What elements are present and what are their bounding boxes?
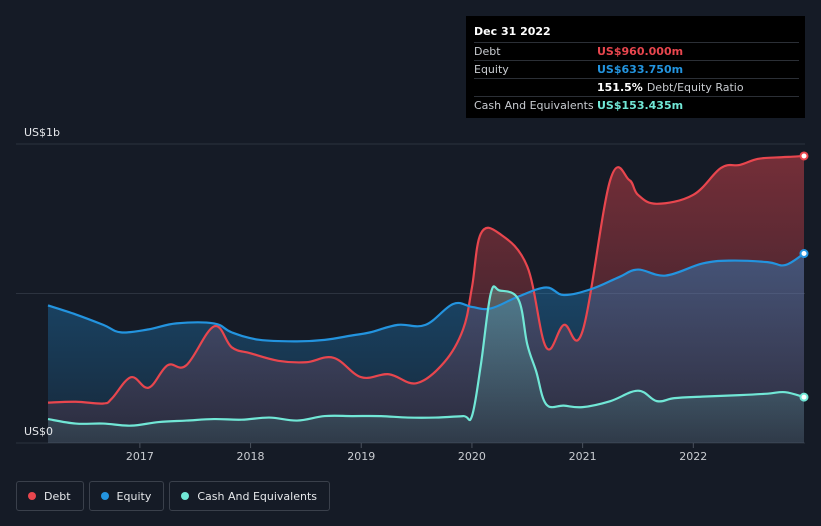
cash-end-marker bbox=[799, 392, 809, 402]
series-end-markers bbox=[799, 151, 809, 402]
y-axis-bottom-label: US$0 bbox=[24, 425, 54, 438]
x-tick-label-2020: 2020 bbox=[458, 450, 486, 463]
chart-legend: Debt Equity Cash And Equivalents bbox=[16, 481, 330, 511]
equity-line bbox=[47, 252, 805, 343]
x-tick-label-2019: 2019 bbox=[347, 450, 375, 463]
debt-dot-icon bbox=[28, 492, 36, 500]
debt-line bbox=[47, 154, 805, 405]
cash-line bbox=[47, 285, 805, 427]
tooltip-cash-value: US$153.435m bbox=[597, 99, 684, 112]
cash-dot-icon bbox=[181, 492, 190, 500]
equity-area bbox=[48, 253, 804, 443]
cash-area bbox=[48, 286, 804, 443]
tooltip-ratio-label: Debt/Equity Ratio bbox=[646, 81, 744, 94]
tooltip-panel: Dec 31 2022 Debt US$960.000m Equity US$6… bbox=[466, 16, 805, 118]
x-tick-label-2021: 2021 bbox=[569, 450, 597, 463]
x-axis-ticks: 2017 2018 2019 2020 2021 2022 bbox=[126, 443, 707, 463]
legend-debt-label: Debt bbox=[44, 489, 71, 503]
tooltip-row-equity: Equity US$633.750m bbox=[474, 60, 799, 78]
x-tick-label-2022: 2022 bbox=[679, 450, 707, 463]
x-tick-label-2017: 2017 bbox=[126, 450, 154, 463]
y-axis-top-label: US$1b bbox=[24, 126, 61, 139]
equity-end-marker bbox=[799, 249, 809, 259]
equity-dot-icon bbox=[100, 492, 109, 500]
tooltip-ratio-value: 151.5% bbox=[597, 81, 643, 94]
tooltip-cash-label: Cash And Equivalents bbox=[474, 99, 594, 112]
tooltip-equity-value: US$633.750m bbox=[597, 63, 684, 76]
tooltip-row-ratio: 151.5% Debt/Equity Ratio bbox=[474, 78, 799, 96]
legend-item-cash[interactable]: Cash And Equivalents bbox=[169, 481, 330, 511]
tooltip-row-debt: Debt US$960.000m bbox=[474, 42, 799, 60]
legend-item-debt[interactable]: Debt bbox=[16, 481, 84, 511]
tooltip-date: Dec 31 2022 bbox=[474, 25, 551, 38]
legend-equity-label: Equity bbox=[116, 489, 152, 503]
debt-end-marker bbox=[799, 151, 809, 161]
legend-cash-label: Cash And Equivalents bbox=[197, 489, 317, 503]
x-tick-label-2018: 2018 bbox=[237, 450, 265, 463]
series-areas bbox=[48, 155, 804, 443]
series-lines bbox=[47, 154, 805, 427]
tooltip-debt-label: Debt bbox=[474, 45, 501, 58]
legend-item-equity[interactable]: Equity bbox=[88, 481, 165, 511]
tooltip-equity-label: Equity bbox=[474, 63, 509, 76]
tooltip-debt-value: US$960.000m bbox=[597, 45, 684, 58]
tooltip-row-cash: Cash And Equivalents US$153.435m bbox=[474, 96, 799, 114]
